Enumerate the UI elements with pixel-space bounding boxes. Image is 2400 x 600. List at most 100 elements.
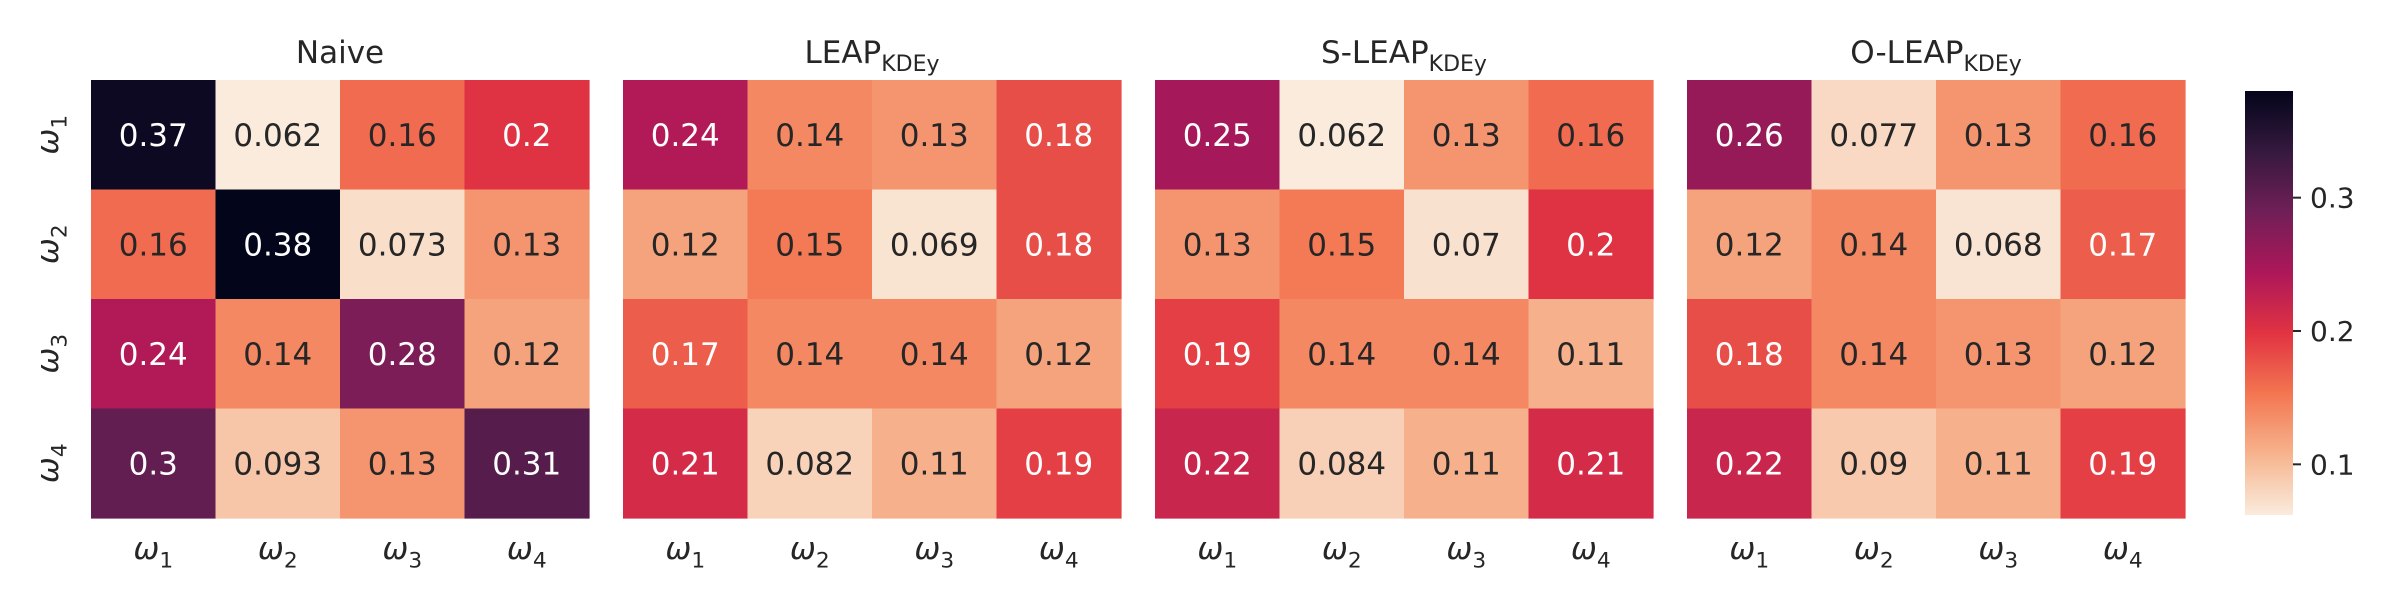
panel-title-subscript: KDEy	[881, 52, 939, 77]
cell-value-label: 0.15	[1307, 227, 1376, 263]
cell-value-label: 0.084	[1297, 446, 1386, 482]
x-tick-label: ω1	[1197, 531, 1237, 574]
x-tick-label-base: ω	[1729, 531, 1755, 567]
heatmap-cell	[623, 189, 749, 300]
x-tick-label-base: ω	[790, 531, 816, 567]
x-tick-label-base: ω	[1322, 531, 1348, 567]
cell-value-label: 0.22	[1183, 446, 1252, 482]
heatmap-cell	[91, 80, 217, 191]
cell-value-label: 0.16	[119, 227, 188, 263]
heatmap-cell	[872, 299, 998, 410]
cell-value-label: 0.37	[119, 118, 188, 154]
y-tick-label-subscript: 1	[48, 115, 73, 129]
cell-value-label: 0.12	[492, 337, 561, 373]
x-tick-label-base: ω	[1854, 531, 1880, 567]
heatmap-cell	[1279, 299, 1405, 410]
x-tick-label-subscript: 4	[2129, 549, 2143, 574]
cell-value-label: 0.24	[119, 337, 188, 373]
heatmap-cell	[1687, 299, 1813, 410]
x-tick-label: ω1	[133, 531, 173, 574]
y-tick-label: ω2	[30, 224, 73, 264]
panel-title: S-LEAPKDEy	[1321, 35, 1487, 77]
x-tick-label-base: ω	[914, 531, 940, 567]
heatmap-cell	[2060, 189, 2186, 300]
cell-value-label: 0.21	[651, 446, 720, 482]
heatmap-cell	[464, 80, 590, 191]
x-tick-label-base: ω	[1571, 531, 1597, 567]
heatmap-cell	[1155, 80, 1281, 191]
heatmap-panel-2: LEAPKDEy 0.24 0.14 0.13 0.18 0.12 0.15 0.069 0.1…	[623, 35, 1122, 574]
cell-value-label: 0.13	[1964, 337, 2033, 373]
heatmap-cell	[1404, 80, 1530, 191]
y-tick-label-group: ω4	[30, 443, 73, 483]
x-tick-label: ω4	[1039, 531, 1079, 574]
heatmap-cell	[623, 80, 749, 191]
colorbar-tick-label: 0.1	[2310, 448, 2355, 481]
x-tick-label-base: ω	[1039, 531, 1065, 567]
panel-title-text: S-LEAP	[1321, 35, 1429, 71]
cell-value-label: 0.068	[1954, 227, 2043, 263]
y-tick-label-base: ω	[30, 129, 66, 155]
cell-value-label: 0.22	[1715, 446, 1784, 482]
cell-value-label: 0.13	[1183, 227, 1252, 263]
x-tick-label-subscript: 2	[1880, 549, 1894, 574]
heatmap-cell	[1811, 80, 1937, 191]
cell-value-label: 0.14	[900, 337, 969, 373]
y-tick-label-base: ω	[30, 457, 66, 483]
heatmap-cell	[996, 408, 1122, 519]
heatmap-cell	[1528, 80, 1654, 191]
cell-value-label: 0.24	[651, 118, 720, 154]
x-tick-label-subscript: 4	[1597, 549, 1611, 574]
heatmap-cell	[215, 299, 341, 410]
panel-title-subscript: KDEy	[1963, 52, 2021, 77]
heatmap-cell	[623, 299, 749, 410]
y-tick-label-base: ω	[30, 238, 66, 264]
heatmap-cell	[1155, 299, 1281, 410]
cell-value-label: 0.26	[1715, 118, 1784, 154]
heatmap-cell	[1155, 408, 1281, 519]
heatmap-cell	[1687, 189, 1813, 300]
x-tick-label-base: ω	[258, 531, 284, 567]
cell-value-label: 0.19	[1024, 446, 1093, 482]
heatmap-panel-4: O-LEAPKDEy 0.26 0.077 0.13 0.16 0.12 0.14 0.068…	[1687, 35, 2186, 574]
heatmap-cell	[872, 408, 998, 519]
heatmap-cell	[91, 299, 217, 410]
cell-value-label: 0.16	[2088, 118, 2157, 154]
colorbar-gradient	[2245, 91, 2293, 515]
heatmap-cell	[340, 408, 466, 519]
cell-value-label: 0.38	[243, 227, 312, 263]
x-tick-label-subscript: 1	[691, 549, 705, 574]
x-tick-label-base: ω	[1197, 531, 1223, 567]
x-tick-label-subscript: 3	[408, 549, 422, 574]
cell-value-label: 0.18	[1024, 118, 1093, 154]
cell-value-label: 0.14	[775, 337, 844, 373]
cell-value-label: 0.17	[651, 337, 720, 373]
x-tick-label: ω3	[382, 531, 422, 574]
cell-value-label: 0.13	[368, 446, 437, 482]
x-tick-label: ω2	[790, 531, 830, 574]
cell-value-label: 0.093	[233, 446, 322, 482]
heatmap-cell	[1936, 189, 2062, 300]
cell-value-label: 0.21	[1556, 446, 1625, 482]
heatmap-cell	[1811, 408, 1937, 519]
heatmap-cell	[747, 189, 873, 300]
panel-title: LEAPKDEy	[804, 35, 939, 77]
heatmap-cell	[1404, 299, 1530, 410]
heatmap-cell	[747, 299, 873, 410]
heatmap-cell	[215, 80, 341, 191]
x-tick-label-subscript: 3	[940, 549, 954, 574]
cell-value-label: 0.13	[1432, 118, 1501, 154]
heatmap-cell	[91, 189, 217, 300]
heatmap-cell	[872, 80, 998, 191]
heatmap-cell	[1936, 80, 2062, 191]
panel-title-text: Naive	[296, 35, 384, 71]
x-tick-label-base: ω	[382, 531, 408, 567]
heatmap-cell	[91, 408, 217, 519]
heatmap-cell	[1528, 299, 1654, 410]
heatmap-cell	[1404, 408, 1530, 519]
cell-value-label: 0.14	[1432, 337, 1501, 373]
colorbar-tick-label: 0.2	[2310, 315, 2355, 348]
heatmap-cell	[1687, 408, 1813, 519]
x-tick-label-subscript: 3	[2004, 549, 2018, 574]
